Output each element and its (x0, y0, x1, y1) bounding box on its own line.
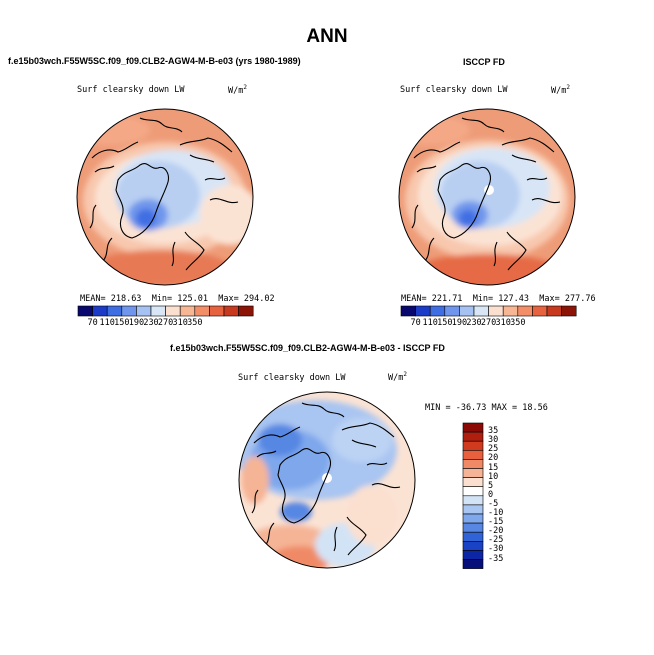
colorbar-tick-label: 70 (87, 318, 98, 328)
colorbar-tick-label: 310 (495, 318, 511, 328)
colorbar-swatch (462, 449, 484, 460)
colorbar-tick-label: 310 (172, 318, 188, 328)
colorbar-tick-label: 190 (451, 318, 468, 328)
colorbar-swatch (462, 504, 484, 515)
colorbar-tick-label: 110 (422, 318, 438, 328)
colorbar-swatch (502, 305, 519, 317)
colorbar-swatch (400, 305, 416, 317)
obs-colorbar-labels: 70 110 150 190 230 270 310 350 (0, 318, 654, 330)
colorbar-tick-label: 270 (480, 318, 497, 328)
colorbar-swatch (165, 305, 181, 317)
obs-variable-label: Surf clearsky down LW (400, 85, 508, 95)
obs-case-label: ISCCP FD (463, 57, 505, 67)
model-colorbar-labels: 70 110 150 190 230 270 310 350 (0, 318, 654, 330)
colorbar-tick-label: 270 (157, 318, 174, 328)
colorbar-swatch (462, 459, 484, 469)
colorbar-tick-label: 350 (510, 318, 526, 328)
colorbar-swatch (517, 305, 533, 317)
colorbar-swatch (77, 305, 93, 317)
model-variable-label: Surf clearsky down LW (77, 85, 185, 95)
colorbar-swatch (462, 468, 484, 478)
colorbar-swatch (462, 550, 484, 560)
colorbar-swatch (462, 522, 484, 533)
model-units-label: W/m2 (228, 84, 247, 96)
colorbar-swatch (462, 513, 484, 524)
colorbar-swatch (179, 305, 196, 317)
colorbar-swatch (92, 305, 108, 317)
colorbar-swatch (106, 305, 123, 317)
diff-stats: MIN = -36.73 MAX = 18.56 (425, 403, 548, 413)
colorbar-tick-label: 70 (410, 318, 421, 328)
colorbar-swatch (462, 531, 484, 542)
colorbar-tick-label: 190 (128, 318, 145, 328)
colorbar-tick-label: 350 (187, 318, 203, 328)
colorbar-swatch (194, 305, 210, 317)
colorbar-swatch (462, 486, 484, 497)
colorbar-swatch (223, 305, 239, 317)
colorbar-swatch (488, 305, 504, 317)
colorbar-swatch (121, 305, 137, 317)
colorbar-tick-label: 230 (143, 318, 159, 328)
colorbar-swatch (462, 440, 484, 451)
colorbar-swatch (462, 559, 484, 569)
diff-colorbar (462, 422, 484, 569)
model-stats: MEAN= 218.63 Min= 125.01 Max= 294.02 (80, 294, 275, 304)
obs-colorbar (400, 305, 577, 317)
obs-stats: MEAN= 221.71 Min= 127.43 Max= 277.76 (401, 294, 596, 304)
colorbar-swatch (459, 305, 475, 317)
model-case-label: f.e15b03wch.F55W5SC.f09_f09.CLB2-AGW4-M-… (8, 56, 301, 66)
colorbar-swatch (546, 305, 562, 317)
diff-units-label: W/m2 (388, 371, 407, 383)
colorbar-tick-label: 150 (114, 318, 130, 328)
colorbar-swatch (150, 305, 166, 317)
colorbar-swatch (462, 540, 484, 551)
diff-variable-label: Surf clearsky down LW (238, 373, 346, 383)
obs-units-label: W/m2 (551, 84, 570, 96)
colorbar-swatch (462, 422, 484, 433)
colorbar-swatch (462, 495, 484, 506)
colorbar-swatch (473, 305, 489, 317)
colorbar-tick-label: 110 (99, 318, 115, 328)
colorbar-swatch (462, 431, 484, 442)
colorbar-swatch (532, 305, 548, 317)
colorbar-swatch (444, 305, 460, 317)
colorbar-swatch (415, 305, 431, 317)
model-colorbar (77, 305, 254, 317)
colorbar-swatch (136, 305, 152, 317)
colorbar-swatch (209, 305, 225, 317)
diff-polar-map (238, 391, 416, 569)
colorbar-swatch (462, 477, 484, 488)
colorbar-tick-label: 230 (466, 318, 482, 328)
colorbar-swatch (561, 305, 577, 317)
obs-polar-map (398, 108, 576, 286)
diff-case-label: f.e15b03wch.F55W5SC.f09_f09.CLB2-AGW4-M-… (170, 343, 445, 353)
page-title: ANN (306, 26, 348, 47)
colorbar-swatch (238, 305, 254, 317)
model-polar-map (76, 108, 254, 286)
colorbar-swatch (429, 305, 446, 317)
colorbar-tick-label: 150 (437, 318, 453, 328)
